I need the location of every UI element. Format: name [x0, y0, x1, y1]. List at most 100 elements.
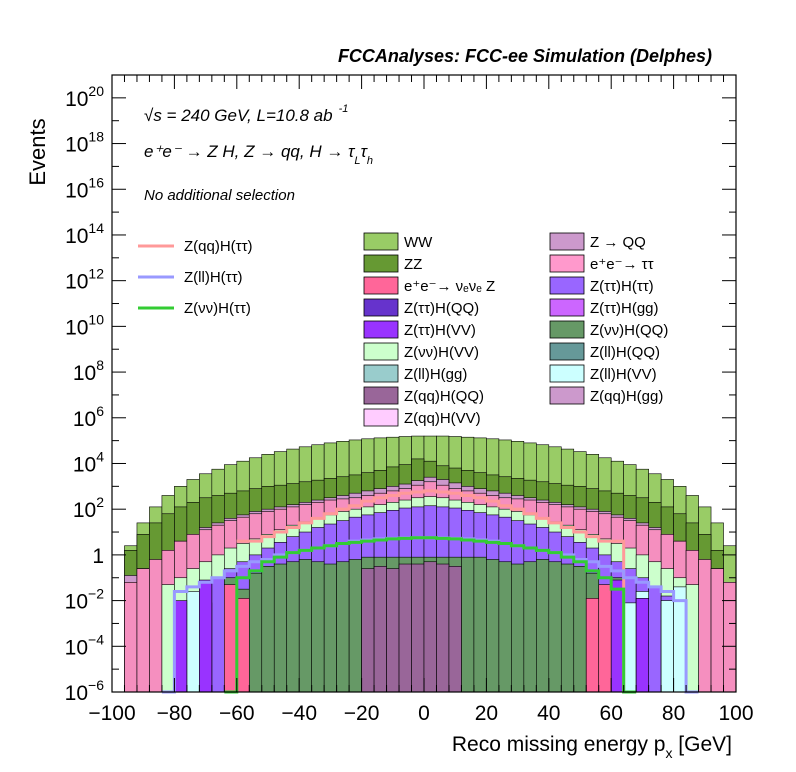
x-tick-label: 100 [718, 702, 753, 725]
legend-label: Z(ττ)H(QQ) [404, 300, 479, 317]
bar [560, 563, 575, 693]
bar [323, 563, 337, 693]
stack-z-qq-h-qq [361, 561, 462, 693]
stacked-histograms [124, 435, 737, 693]
legend-swatch [549, 342, 585, 361]
bar [685, 584, 699, 693]
y-tick-label: 10−6 [65, 677, 105, 705]
bar [236, 598, 250, 693]
bar [336, 561, 350, 693]
bar [523, 561, 537, 693]
legend-swatch [549, 320, 585, 339]
bar [186, 591, 200, 693]
legend-swatch [363, 342, 399, 361]
legend-label: e⁺e⁻→ νₑνₑ Z [404, 278, 495, 295]
x-tick-label: 40 [537, 702, 560, 725]
legend-swatch [363, 364, 399, 383]
legend-label: Z → QQ [590, 234, 646, 251]
x-tick-label: −80 [157, 702, 193, 725]
stack-e-e-z [224, 584, 612, 693]
legend-swatch [363, 254, 399, 273]
legend-label: Z(ττ)H(ττ) [590, 278, 654, 295]
legend-line-label: Z(qq)H(ττ) [184, 238, 253, 255]
bar [498, 561, 512, 693]
y-tick-label: 10−4 [65, 631, 105, 659]
bar [311, 561, 325, 693]
x-axis-label: Reco missing energy px [GeV] [452, 733, 732, 761]
selection-label: No additional selection [144, 187, 295, 204]
y-tick-label: 1012 [65, 266, 104, 294]
bar [648, 586, 662, 693]
bar [298, 559, 312, 693]
legend-label: Z(νν)H(VV) [404, 344, 479, 361]
bar [436, 563, 450, 693]
x-tick-label: 80 [662, 702, 685, 725]
x-tick-label: −60 [219, 702, 255, 725]
legend-swatch [363, 320, 399, 339]
y-tick-label: 1016 [65, 174, 104, 202]
bar [423, 561, 437, 693]
x-tick-label: −100 [88, 702, 135, 725]
bar [411, 563, 425, 693]
process-label: e⁺e⁻ → Z H, Z → qq, H → τLτh [144, 142, 373, 167]
x-tick-label: 20 [475, 702, 498, 725]
bar [585, 598, 600, 693]
legend-line-label: Z(νν)H(ττ) [184, 300, 251, 317]
bar [286, 561, 300, 693]
x-tick-label: 60 [600, 702, 623, 725]
legend-label: Z(ττ)H(VV) [404, 322, 476, 339]
legend-label: Z(qq)H(gg) [590, 388, 663, 405]
bar [486, 559, 500, 693]
x-tick-label: 0 [418, 702, 430, 725]
y-tick-label: 1010 [65, 311, 104, 339]
y-tick-label: 10−2 [65, 586, 105, 614]
bar [398, 563, 412, 693]
energy-lumi-label: √s = 240 GeV, L=10.8 ab -1 [144, 103, 348, 125]
x-tick-label: −40 [281, 702, 317, 725]
legend-label: Z(ll)H(gg) [404, 366, 467, 383]
legend-label: Z(ττ)H(gg) [590, 300, 659, 317]
bar [710, 568, 724, 693]
bar [373, 566, 387, 693]
bar [548, 561, 562, 693]
bar [573, 566, 587, 693]
legend-label: Z(qq)H(VV) [404, 410, 481, 427]
legend-swatch [363, 232, 399, 251]
bar [224, 584, 238, 693]
legend-label: Z(ll)H(QQ) [590, 344, 660, 361]
bar [199, 579, 213, 693]
legend-swatch [363, 408, 399, 427]
legend-label: Z(νν)H(QQ) [590, 322, 668, 339]
legend-swatch [549, 254, 585, 273]
bar [348, 559, 362, 693]
bar [448, 566, 462, 693]
legend-swatch [363, 386, 399, 405]
legend-label: e⁺e⁻→ ττ [590, 256, 654, 273]
overlay-lines [161, 489, 699, 694]
bar [124, 582, 138, 693]
legend-line-label: Z(ll)H(ττ) [184, 269, 243, 286]
bar [511, 563, 525, 693]
bar [248, 572, 263, 693]
bar [698, 559, 712, 693]
legend-swatch [549, 386, 585, 405]
bar [635, 598, 649, 693]
legend-swatch [549, 298, 585, 317]
bar [273, 563, 288, 693]
line-z-qq-h [236, 489, 637, 694]
x-tick-label: −20 [344, 702, 380, 725]
y-tick-label: 108 [73, 357, 104, 385]
bar [723, 582, 737, 693]
y-tick-label: 104 [73, 448, 104, 476]
bar [660, 600, 674, 693]
stack-z-h-vv [174, 579, 649, 693]
y-axis-label: Events [25, 118, 50, 185]
legend-label: WW [404, 234, 433, 251]
bar [386, 568, 400, 693]
bar [598, 584, 612, 693]
legend-swatch [549, 232, 585, 251]
bar [610, 579, 624, 693]
legend: Z(qq)H(ττ) Z(ll)H(ττ) Z(νν)H(ττ) WW ZZ e⁺e⁻→ … [138, 232, 668, 427]
bar [161, 584, 175, 693]
